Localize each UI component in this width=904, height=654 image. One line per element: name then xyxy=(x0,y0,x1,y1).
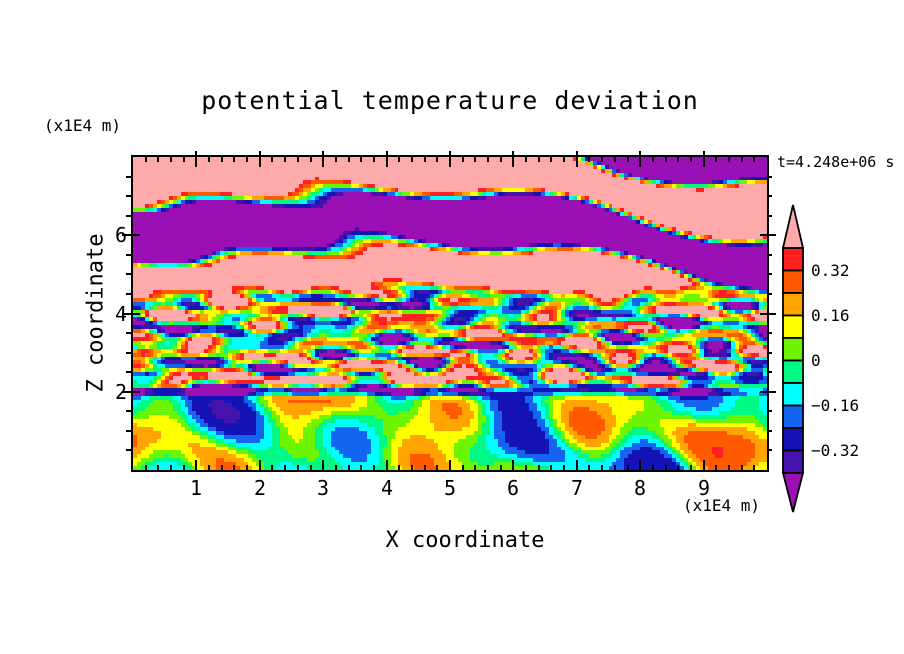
colorbar-tick-label: −0.16 xyxy=(811,396,860,415)
z-axis-tick xyxy=(126,371,131,373)
z-axis-tick xyxy=(767,254,772,256)
x-axis-tick xyxy=(386,151,388,155)
z-tick-label: 4 xyxy=(114,302,127,326)
x-tick-label: 4 xyxy=(380,476,394,500)
x-axis-tick xyxy=(576,151,578,155)
z-axis-tick xyxy=(767,215,772,217)
plot-title: potential temperature deviation xyxy=(201,86,699,115)
z-tick-label: 6 xyxy=(114,223,127,247)
z-axis-tick xyxy=(767,430,772,432)
x-axis-tick xyxy=(639,151,641,155)
colorbar-tick-label: 0.32 xyxy=(811,261,850,280)
z-axis-tick xyxy=(767,352,772,354)
z-axis-tick xyxy=(767,195,772,197)
z-axis-tick xyxy=(122,391,131,393)
z-axis-tick xyxy=(767,371,772,373)
z-axis-tick xyxy=(767,234,776,236)
x-tick-label: 5 xyxy=(443,476,457,500)
z-axis-tick xyxy=(126,254,131,256)
x-tick-label: 2 xyxy=(253,476,267,500)
colorbar-segment xyxy=(781,204,805,249)
z-axis-tick xyxy=(126,449,131,451)
colorbar-segment xyxy=(782,269,804,294)
x-axis-unit-label: (x1E4 m) xyxy=(683,496,761,515)
z-axis-tick xyxy=(767,176,772,178)
z-axis-tick xyxy=(126,273,131,275)
x-axis-title: X coordinate xyxy=(385,528,545,553)
z-axis-tick xyxy=(767,273,772,275)
z-axis-tick xyxy=(767,449,772,451)
z-axis-tick xyxy=(126,176,131,178)
z-axis-tick xyxy=(126,332,131,334)
z-axis-tick xyxy=(767,332,772,334)
z-axis-unit-label: (x1E4 m) xyxy=(44,116,122,135)
colorbar-segment xyxy=(782,292,804,317)
z-axis-tick xyxy=(767,410,772,412)
x-tick-label: 8 xyxy=(633,476,647,500)
z-axis-tick xyxy=(122,234,131,236)
z-axis-tick xyxy=(126,293,131,295)
x-axis-tick xyxy=(195,151,197,155)
colorbar-segment xyxy=(782,427,804,452)
x-axis-tick xyxy=(512,151,514,155)
colorbar-segment xyxy=(782,314,804,339)
colorbar-segment xyxy=(782,359,804,384)
colorbar-segment xyxy=(782,337,804,362)
x-tick-label: 1 xyxy=(189,476,203,500)
colorbar-segment xyxy=(782,247,804,272)
z-axis-tick xyxy=(767,391,776,393)
z-axis-tick xyxy=(767,313,776,315)
z-axis-tick xyxy=(126,430,131,432)
colorbar-segment xyxy=(782,449,804,474)
plot-frame xyxy=(131,155,769,472)
colorbar xyxy=(781,204,805,513)
z-axis-tick xyxy=(126,195,131,197)
x-tick-label: 6 xyxy=(506,476,520,500)
colorbar-segment xyxy=(782,404,804,429)
contour-field-canvas xyxy=(133,157,767,470)
colorbar-tick-label: −0.32 xyxy=(811,441,860,460)
z-axis-tick xyxy=(126,410,131,412)
x-axis-tick xyxy=(259,151,261,155)
x-axis-tick xyxy=(703,151,705,155)
z-axis-tick xyxy=(126,352,131,354)
x-axis-tick xyxy=(449,151,451,155)
x-tick-label: 9 xyxy=(697,476,711,500)
colorbar-tick-label: 0.16 xyxy=(811,306,850,325)
x-tick-label: 7 xyxy=(570,476,584,500)
z-axis-tick xyxy=(122,313,131,315)
x-tick-label: 3 xyxy=(316,476,330,500)
z-axis-tick xyxy=(767,293,772,295)
x-axis-tick xyxy=(322,151,324,155)
colorbar-segment xyxy=(782,382,804,407)
colorbar-segment xyxy=(781,472,805,513)
time-annotation: t=4.248e+06 s xyxy=(777,153,895,171)
colorbar-tick-label: 0 xyxy=(811,351,821,370)
z-tick-label: 2 xyxy=(114,380,127,404)
z-axis-tick xyxy=(126,215,131,217)
